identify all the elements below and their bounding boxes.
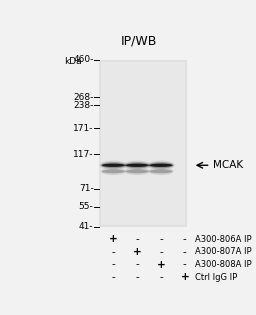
Text: -: - (183, 260, 187, 270)
Text: +: + (157, 260, 165, 270)
Ellipse shape (148, 162, 174, 168)
Text: 171-: 171- (73, 123, 93, 133)
Text: A300-808A IP: A300-808A IP (195, 260, 251, 269)
Text: +: + (180, 272, 189, 282)
Text: -: - (135, 234, 139, 244)
Ellipse shape (102, 163, 125, 167)
Bar (101, 62, 185, 225)
Text: -: - (159, 234, 163, 244)
Ellipse shape (101, 168, 126, 175)
Ellipse shape (150, 163, 173, 167)
Text: IP/WB: IP/WB (121, 35, 157, 48)
Ellipse shape (124, 168, 150, 175)
Ellipse shape (102, 169, 125, 173)
Text: 71-: 71- (79, 185, 93, 193)
Text: kDa: kDa (64, 57, 81, 66)
Ellipse shape (100, 161, 127, 170)
Text: +: + (133, 247, 142, 257)
Text: -: - (159, 272, 163, 282)
Text: MCAK: MCAK (212, 160, 243, 170)
Text: 238-: 238- (73, 101, 93, 110)
Text: +: + (109, 234, 118, 244)
Ellipse shape (150, 169, 173, 173)
Ellipse shape (124, 162, 150, 168)
Text: 460-: 460- (73, 55, 93, 64)
Text: 117-: 117- (73, 150, 93, 159)
Text: A300-807A IP: A300-807A IP (195, 248, 251, 256)
Bar (99, 60, 187, 227)
Text: -: - (183, 234, 187, 244)
Text: -: - (111, 272, 115, 282)
Ellipse shape (123, 161, 151, 170)
Ellipse shape (101, 162, 126, 168)
Text: 41-: 41- (79, 222, 93, 232)
Text: -: - (183, 247, 187, 257)
Ellipse shape (147, 161, 175, 170)
Ellipse shape (126, 163, 149, 167)
Text: 55-: 55- (79, 202, 93, 211)
Text: A300-806A IP: A300-806A IP (195, 235, 251, 244)
Text: -: - (111, 247, 115, 257)
Text: -: - (111, 260, 115, 270)
Text: -: - (159, 247, 163, 257)
Text: -: - (135, 260, 139, 270)
Ellipse shape (148, 168, 174, 175)
Text: Ctrl IgG IP: Ctrl IgG IP (195, 273, 237, 282)
Text: -: - (135, 272, 139, 282)
Text: 268-: 268- (73, 93, 93, 101)
Ellipse shape (126, 169, 149, 173)
